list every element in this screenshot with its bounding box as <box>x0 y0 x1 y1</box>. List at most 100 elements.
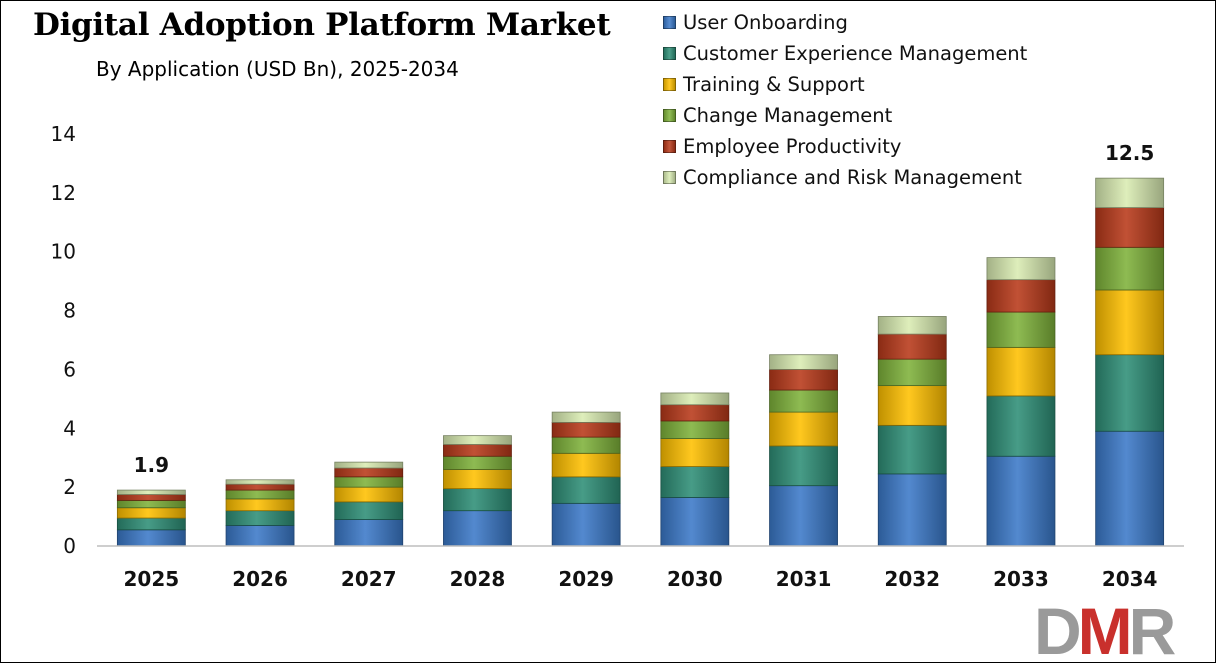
data-labels: 1.9 12.5 <box>134 141 1155 477</box>
bar-segment <box>334 486 404 503</box>
y-tick-label: 4 <box>63 416 76 440</box>
bar-segment <box>1095 207 1165 248</box>
bar-segment <box>1095 246 1165 291</box>
legend-item: Compliance and Risk Management <box>663 162 1027 193</box>
bar-segment <box>877 385 947 426</box>
x-tick-label: 2030 <box>667 567 723 591</box>
legend-label: Employee Productivity <box>683 135 902 158</box>
bar-segment <box>443 455 512 470</box>
bar-segment <box>116 494 186 501</box>
bar-segment <box>551 476 621 504</box>
x-tick-label: 2027 <box>341 567 397 591</box>
legend-item: Change Management <box>663 100 1027 131</box>
legend-label: Customer Experience Management <box>683 42 1028 65</box>
bar-segment <box>660 420 730 439</box>
bar-segment <box>334 501 404 520</box>
x-tick-label: 2033 <box>993 567 1049 591</box>
y-tick-label: 6 <box>63 357 76 381</box>
bar-segment <box>660 466 730 498</box>
x-tick-label: 2031 <box>776 567 832 591</box>
bar-segment <box>334 461 404 469</box>
legend-item: Training & Support <box>663 69 1027 100</box>
bar-segment <box>551 502 621 547</box>
bar-segment <box>551 436 621 454</box>
legend-swatch <box>663 140 676 153</box>
bar-segment <box>986 395 1056 457</box>
bar-segment <box>769 389 838 413</box>
bar-segment <box>334 519 404 547</box>
data-label: 1.9 <box>134 453 169 477</box>
legend-label: User Onboarding <box>683 11 848 34</box>
bar-segment <box>769 485 838 547</box>
bar-segment <box>660 404 730 422</box>
logo-letter-d: D <box>1034 594 1082 668</box>
bar-segment <box>443 488 512 512</box>
x-tick-label: 2032 <box>884 567 940 591</box>
chart-title: Digital Adoption Platform Market <box>33 7 611 43</box>
y-axis: 0 2 4 6 8 10 12 14 <box>51 122 76 558</box>
bar-segment <box>769 354 838 370</box>
bar-segment <box>1095 430 1165 547</box>
legend-swatch <box>663 171 676 184</box>
legend-swatch <box>663 16 676 29</box>
bar-segment <box>225 525 295 547</box>
y-tick-label: 12 <box>51 181 76 205</box>
bar-segment <box>116 499 186 509</box>
bar-segment <box>986 311 1056 348</box>
bar-segment <box>877 333 947 360</box>
bar-segment <box>551 452 621 478</box>
bar-segment <box>986 279 1056 313</box>
bar-segment <box>225 498 295 512</box>
bar-segment <box>769 445 838 487</box>
legend-label: Change Management <box>683 104 893 127</box>
y-tick-label: 14 <box>51 122 76 146</box>
bar-segment <box>877 424 947 475</box>
bar-segment <box>877 358 947 387</box>
data-label: 12.5 <box>1105 141 1154 165</box>
bar-segment <box>986 346 1056 397</box>
bar-segment <box>116 489 186 495</box>
bar-segment <box>986 455 1056 547</box>
bar-segment <box>443 469 512 490</box>
legend-swatch <box>663 78 676 91</box>
bar-segment <box>225 510 295 526</box>
bar-segment <box>1095 177 1165 208</box>
bar-segment <box>769 369 838 391</box>
dmr-logo: DMR <box>1034 598 1176 664</box>
bar-segment <box>443 510 512 547</box>
bar-segment <box>1095 289 1165 356</box>
bar-segment <box>877 473 947 547</box>
bar-segment <box>443 435 512 445</box>
bar-segment <box>660 438 730 467</box>
chart-subtitle: By Application (USD Bn), 2025-2034 <box>96 57 459 81</box>
y-tick-label: 0 <box>63 534 76 558</box>
x-axis: 2025 2026 2027 2028 2029 2030 2031 2032 2033 2034 <box>97 545 1184 591</box>
y-tick-label: 2 <box>63 475 76 499</box>
legend-swatch <box>663 47 676 60</box>
bar-segment <box>660 392 730 406</box>
y-tick-label: 10 <box>51 240 76 264</box>
bar-segment <box>334 476 404 488</box>
bar-segment <box>116 507 186 519</box>
bar-segment <box>225 483 295 491</box>
legend-label: Compliance and Risk Management <box>683 166 1022 189</box>
bar-segment <box>1095 354 1165 432</box>
logo-letter-m: M <box>1077 594 1133 668</box>
legend-item: Employee Productivity <box>663 131 1027 162</box>
bar-segment <box>551 421 621 438</box>
x-tick-label: 2034 <box>1102 567 1158 591</box>
x-tick-label: 2028 <box>450 567 506 591</box>
legend: User Onboarding Customer Experience Manag… <box>663 7 1027 193</box>
bar-segment <box>116 517 186 531</box>
bar-segment <box>334 467 404 478</box>
x-tick-label: 2025 <box>124 567 180 591</box>
x-tick-label: 2026 <box>232 567 288 591</box>
bar-segment <box>769 411 838 447</box>
legend-item: Customer Experience Management <box>663 38 1027 69</box>
bar-segment <box>225 479 295 485</box>
logo-letter-r: R <box>1128 594 1177 668</box>
bar-segment <box>116 529 186 547</box>
legend-swatch <box>663 109 676 122</box>
